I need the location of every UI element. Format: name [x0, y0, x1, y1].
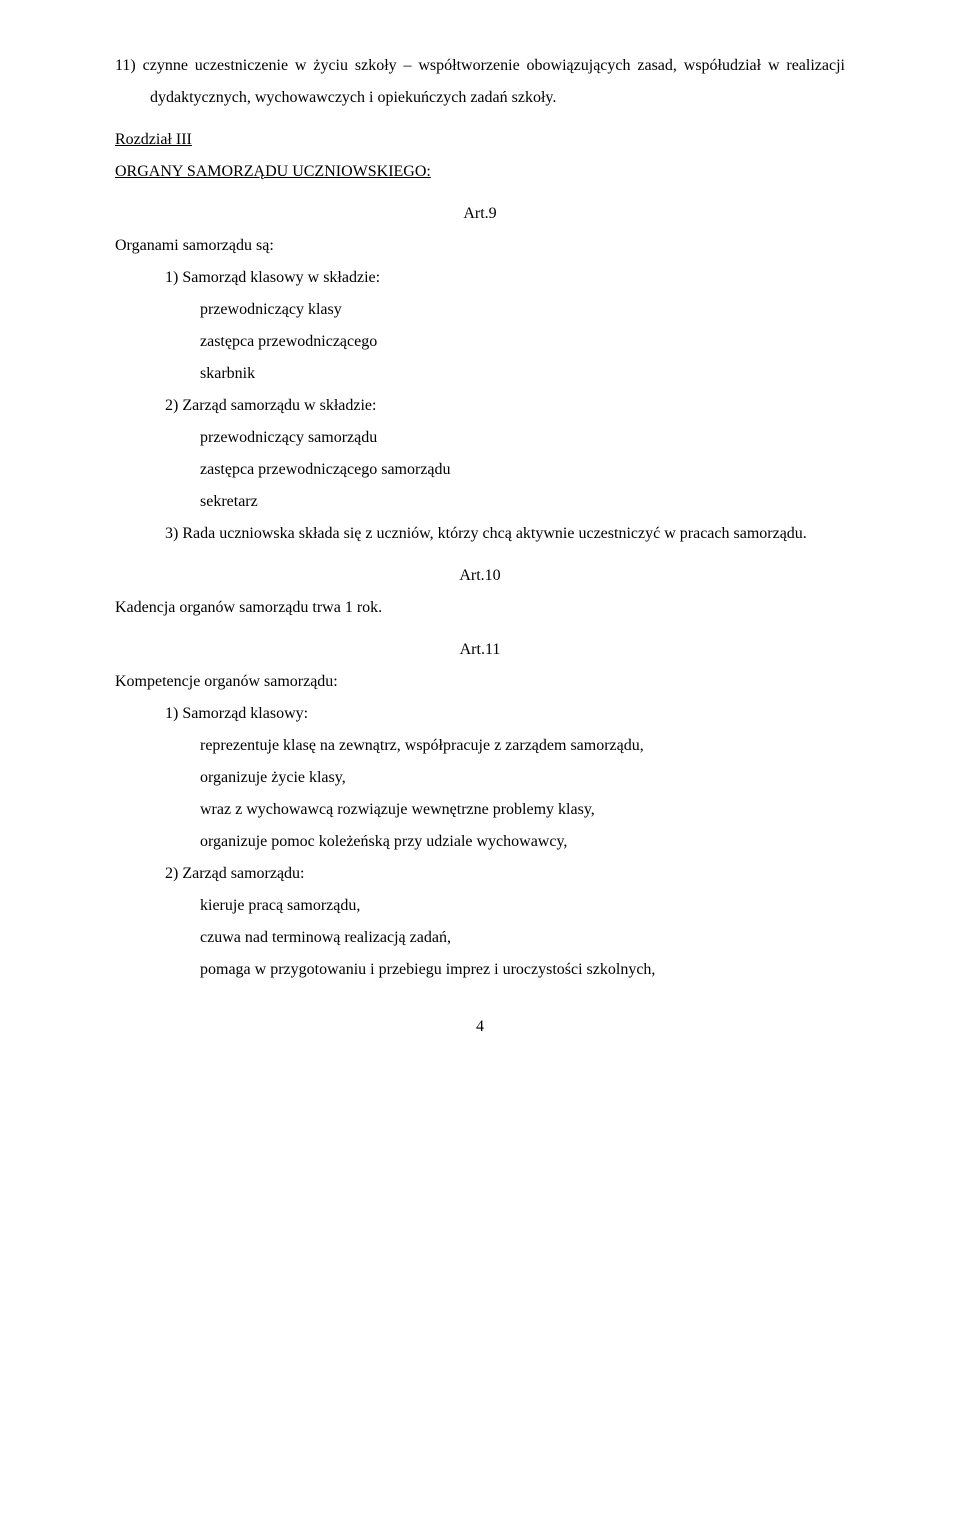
art11-item1-sub3: wraz z wychowawcą rozwiązuje wewnętrzne … [115, 794, 845, 826]
art10-text: Kadencja organów samorządu trwa 1 rok. [115, 592, 845, 624]
art11-item2: 2) Zarząd samorządu: [115, 858, 845, 890]
chapter-line1: Rozdział III [115, 124, 845, 156]
art11-label: Art.11 [115, 634, 845, 666]
art11-item1-sub2: organizuje życie klasy, [115, 762, 845, 794]
art9-item2: 2) Zarząd samorządu w składzie: [115, 390, 845, 422]
art11-intro: Kompetencje organów samorządu: [115, 666, 845, 698]
item-text: czynne uczestniczenie w życiu szkoły – w… [143, 57, 845, 106]
art9-item3: 3) Rada uczniowska składa się z uczniów,… [115, 518, 845, 550]
item-number: 1) [165, 269, 178, 286]
art11-item2-sub1: kieruje pracą samorządu, [115, 890, 845, 922]
art11-item2-sub2: czuwa nad terminową realizacją zadań, [115, 922, 845, 954]
art9-item2-sub3: sekretarz [115, 486, 845, 518]
opening-list-item: 11) czynne uczestniczenie w życiu szkoły… [115, 50, 845, 114]
item-text: Rada uczniowska składa się z uczniów, kt… [182, 525, 806, 542]
art9-label: Art.9 [115, 198, 845, 230]
item-number: 11) [115, 57, 136, 74]
art11-item1-sub1: reprezentuje klasę na zewnątrz, współpra… [115, 730, 845, 762]
art9-item1: 1) Samorząd klasowy w składzie: [115, 262, 845, 294]
art9-item2-sub1: przewodniczący samorządu [115, 422, 845, 454]
art9-item1-sub2: zastępca przewodniczącego [115, 326, 845, 358]
item-number: 3) [165, 525, 178, 542]
item-text: Zarząd samorządu w składzie: [182, 397, 376, 414]
page-number: 4 [115, 1011, 845, 1043]
art11-item1: 1) Samorząd klasowy: [115, 698, 845, 730]
item-number: 2) [165, 865, 178, 882]
art9-item1-sub3: skarbnik [115, 358, 845, 390]
chapter-line2: ORGANY SAMORZĄDU UCZNIOWSKIEGO: [115, 156, 845, 188]
item-text: Samorząd klasowy: [182, 705, 308, 722]
art9-item2-sub2: zastępca przewodniczącego samorządu [115, 454, 845, 486]
item-text: Zarząd samorządu: [182, 865, 304, 882]
item-number: 2) [165, 397, 178, 414]
art9-item1-sub1: przewodniczący klasy [115, 294, 845, 326]
art11-item2-sub3: pomaga w przygotowaniu i przebiegu impre… [115, 954, 845, 986]
art10-label: Art.10 [115, 560, 845, 592]
art9-intro: Organami samorządu są: [115, 230, 845, 262]
item-number: 1) [165, 705, 178, 722]
item-text: Samorząd klasowy w składzie: [182, 269, 380, 286]
art11-item1-sub4: organizuje pomoc koleżeńską przy udziale… [115, 826, 845, 858]
